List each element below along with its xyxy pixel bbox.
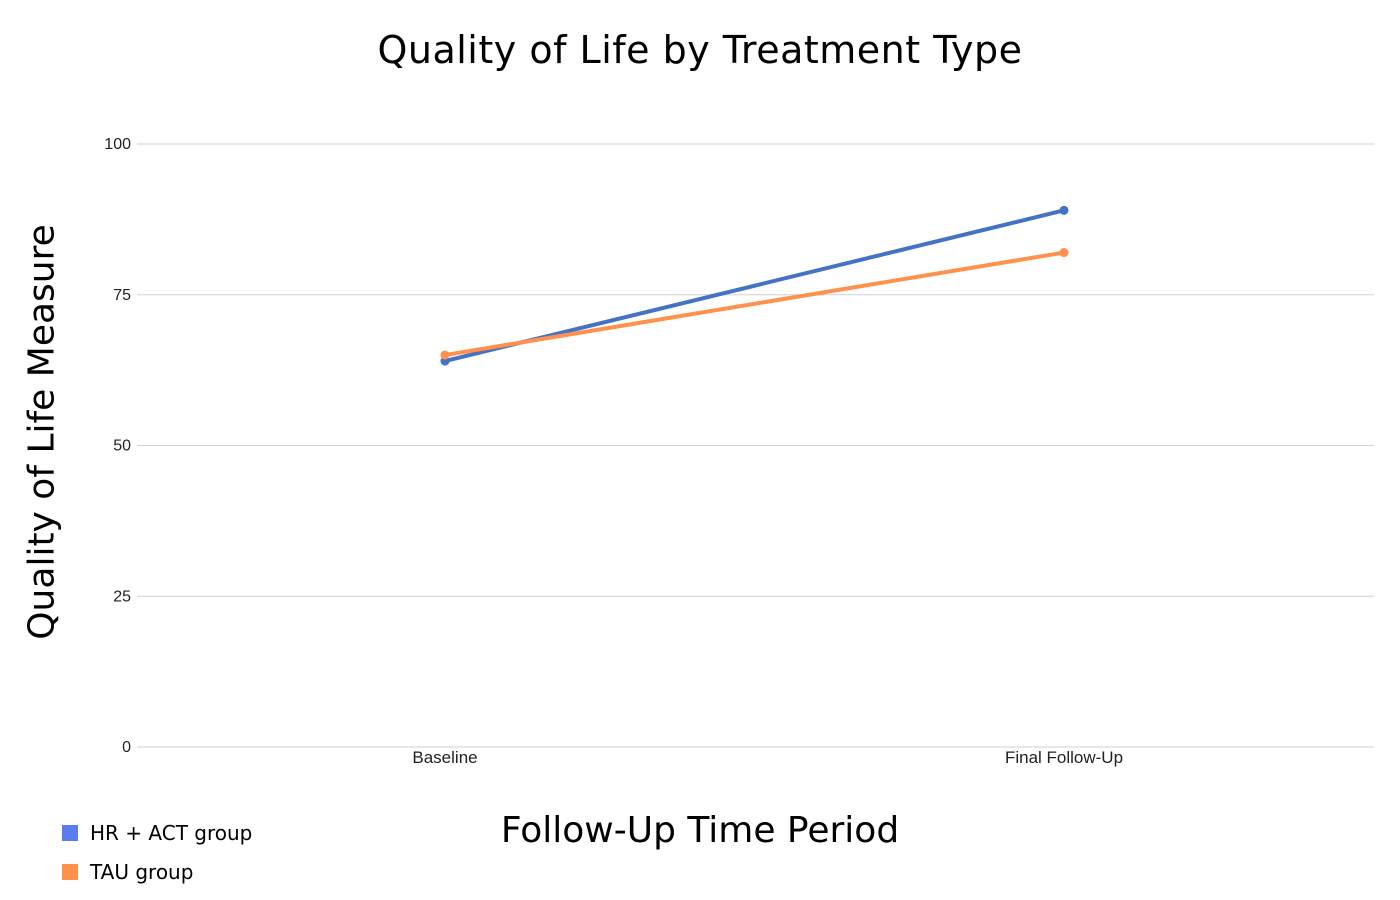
x-axis-title: Follow-Up Time Period bbox=[500, 810, 900, 851]
data-point bbox=[1059, 205, 1069, 215]
data-point bbox=[440, 350, 450, 360]
y-tick-label: 0 bbox=[122, 739, 131, 756]
y-tick-label: 100 bbox=[104, 136, 131, 153]
chart-title: Quality of Life by Treatment Type bbox=[377, 28, 1023, 72]
legend-label: TAU group bbox=[90, 859, 194, 884]
data-point bbox=[1059, 248, 1069, 258]
y-tick-label: 75 bbox=[113, 287, 131, 304]
series-line bbox=[443, 250, 1066, 358]
legend-label: HR + ACT group bbox=[90, 820, 253, 845]
legend: HR + ACT group TAU group bbox=[62, 813, 252, 891]
legend-item: TAU group bbox=[62, 852, 252, 891]
legend-item: HR + ACT group bbox=[62, 813, 252, 852]
x-tick-label: Final Follow-Up bbox=[1005, 748, 1123, 767]
y-tick-label: 50 bbox=[113, 438, 131, 455]
x-tick-label: Baseline bbox=[412, 748, 477, 767]
legend-swatch bbox=[62, 863, 78, 880]
legend-swatch bbox=[62, 824, 78, 841]
y-tick-label: 25 bbox=[113, 588, 131, 605]
